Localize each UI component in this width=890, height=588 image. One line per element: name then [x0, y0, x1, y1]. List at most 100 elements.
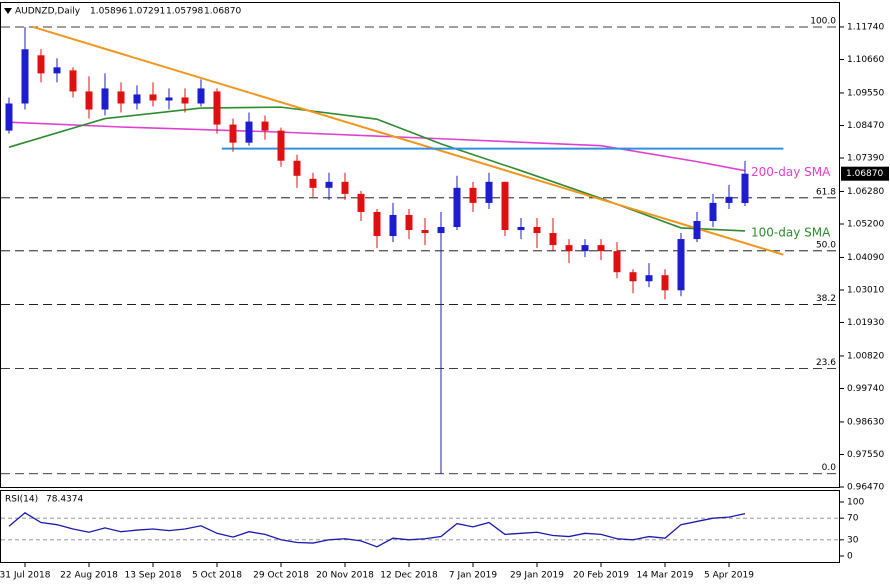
candle-body — [21, 49, 29, 104]
y-tick-label: 1.07390 — [847, 154, 884, 164]
rsi-title: RSI(14) — [5, 495, 38, 505]
candle-body — [629, 272, 637, 282]
fib-label: 0.0 — [822, 463, 837, 473]
y-tick-label: 0 — [847, 552, 853, 562]
y-tick-label: 1.10660 — [847, 55, 884, 65]
overlay-line — [32, 26, 784, 256]
candle-body — [437, 227, 445, 234]
last-price-box — [841, 166, 889, 181]
y-tick-label: 30 — [847, 535, 859, 545]
candle-body — [581, 245, 589, 252]
candle-body — [325, 181, 333, 188]
candle-body — [517, 227, 525, 231]
candle-body — [645, 275, 653, 282]
fib-label: 38.2 — [816, 294, 836, 304]
candle-body — [69, 70, 77, 92]
x-tick-label: 29 Jan 2019 — [510, 571, 564, 581]
x-tick-label: 13 Sep 2018 — [124, 571, 181, 581]
candle-body — [741, 173, 749, 204]
x-tick-label: 22 Aug 2018 — [60, 571, 118, 581]
y-tick-label: 1.08470 — [847, 121, 884, 131]
candle-body — [549, 233, 557, 246]
y-tick-label: 1.04090 — [847, 253, 884, 263]
candle-body — [245, 121, 253, 143]
y-tick-label: 0.96470 — [847, 483, 884, 493]
x-tick-label: 20 Nov 2018 — [316, 571, 374, 581]
candle-body — [725, 196, 733, 203]
candle-body — [405, 214, 413, 231]
candle-body — [277, 130, 285, 161]
x-tick-label: 12 Dec 2018 — [380, 571, 438, 581]
x-tick-label: 7 Jan 2019 — [449, 571, 497, 581]
x-tick-label: 29 Oct 2018 — [253, 571, 309, 581]
candle-body — [677, 239, 685, 291]
candle-body — [469, 187, 477, 203]
overlay-label: 200-day SMA — [751, 165, 831, 179]
price-frame — [0, 2, 840, 488]
candle-body — [661, 275, 669, 291]
fib-label: 50.0 — [816, 240, 836, 250]
candle-body — [357, 193, 365, 212]
chart-title: AUDNZD,Daily — [15, 7, 81, 17]
high-value: 1.07291 — [128, 7, 165, 17]
x-tick-label: 5 Apr 2019 — [704, 571, 754, 581]
low-value: 1.05798 — [166, 7, 203, 17]
fib-label: 23.6 — [816, 358, 836, 368]
close-value: 1.06870 — [204, 7, 241, 17]
y-tick-label: 100 — [847, 498, 864, 508]
fib-label: 100.0 — [810, 16, 836, 26]
candle-body — [101, 88, 109, 110]
candle-body — [533, 227, 541, 234]
y-tick-label: 1.03010 — [847, 285, 884, 295]
candle-body — [485, 181, 493, 203]
y-tick-label: 1.11740 — [847, 22, 884, 32]
y-tick-label: 1.09550 — [847, 88, 884, 98]
rsi-frame — [0, 490, 840, 563]
x-tick-label: 14 Mar 2019 — [636, 571, 693, 581]
candle-body — [373, 211, 381, 237]
candle-body — [229, 124, 237, 143]
rsi-value: 78.4374 — [46, 495, 83, 505]
overlay-line — [8, 121, 746, 172]
y-tick-label: 1.05200 — [847, 220, 884, 230]
candle-body — [293, 160, 301, 176]
candle-body — [309, 178, 317, 188]
candle-body — [389, 214, 397, 237]
candle-body — [501, 181, 509, 231]
x-tick-label: 31 Jul 2018 — [0, 571, 51, 581]
fib-label: 61.8 — [816, 187, 836, 197]
rsi-line — [8, 512, 746, 548]
y-tick-label: 0.99740 — [847, 384, 884, 394]
candle-body — [181, 97, 189, 104]
open-value: 1.05896 — [90, 7, 127, 17]
candle-body — [709, 202, 717, 221]
candle-body — [261, 121, 269, 131]
menu-icon — [4, 8, 12, 14]
candle-body — [165, 97, 173, 101]
y-tick-label: 1.00820 — [847, 351, 884, 361]
x-tick-label: 20 Feb 2019 — [573, 571, 629, 581]
candle-body — [5, 103, 13, 131]
candle-body — [197, 88, 205, 104]
x-tick-label: 5 Oct 2018 — [192, 571, 242, 581]
candle-body — [53, 67, 61, 74]
y-tick-label: 1.01930 — [847, 318, 884, 328]
last-price-label: 1.06870 — [846, 169, 883, 179]
candle-body — [149, 94, 157, 101]
overlay-label: 100-day SMA — [751, 225, 831, 239]
candle-body — [85, 91, 93, 110]
candle-body — [613, 251, 621, 273]
candle-body — [421, 230, 429, 234]
overlay-line — [8, 106, 746, 232]
y-tick-label: 70 — [847, 514, 859, 524]
candle-body — [213, 91, 221, 125]
candle-body — [341, 181, 349, 194]
y-tick-label: 0.98630 — [847, 417, 884, 427]
candle-body — [693, 220, 701, 240]
candle-body — [565, 245, 573, 252]
y-tick-label: 1.06280 — [847, 187, 884, 197]
y-tick-label: 0.97550 — [847, 450, 884, 460]
